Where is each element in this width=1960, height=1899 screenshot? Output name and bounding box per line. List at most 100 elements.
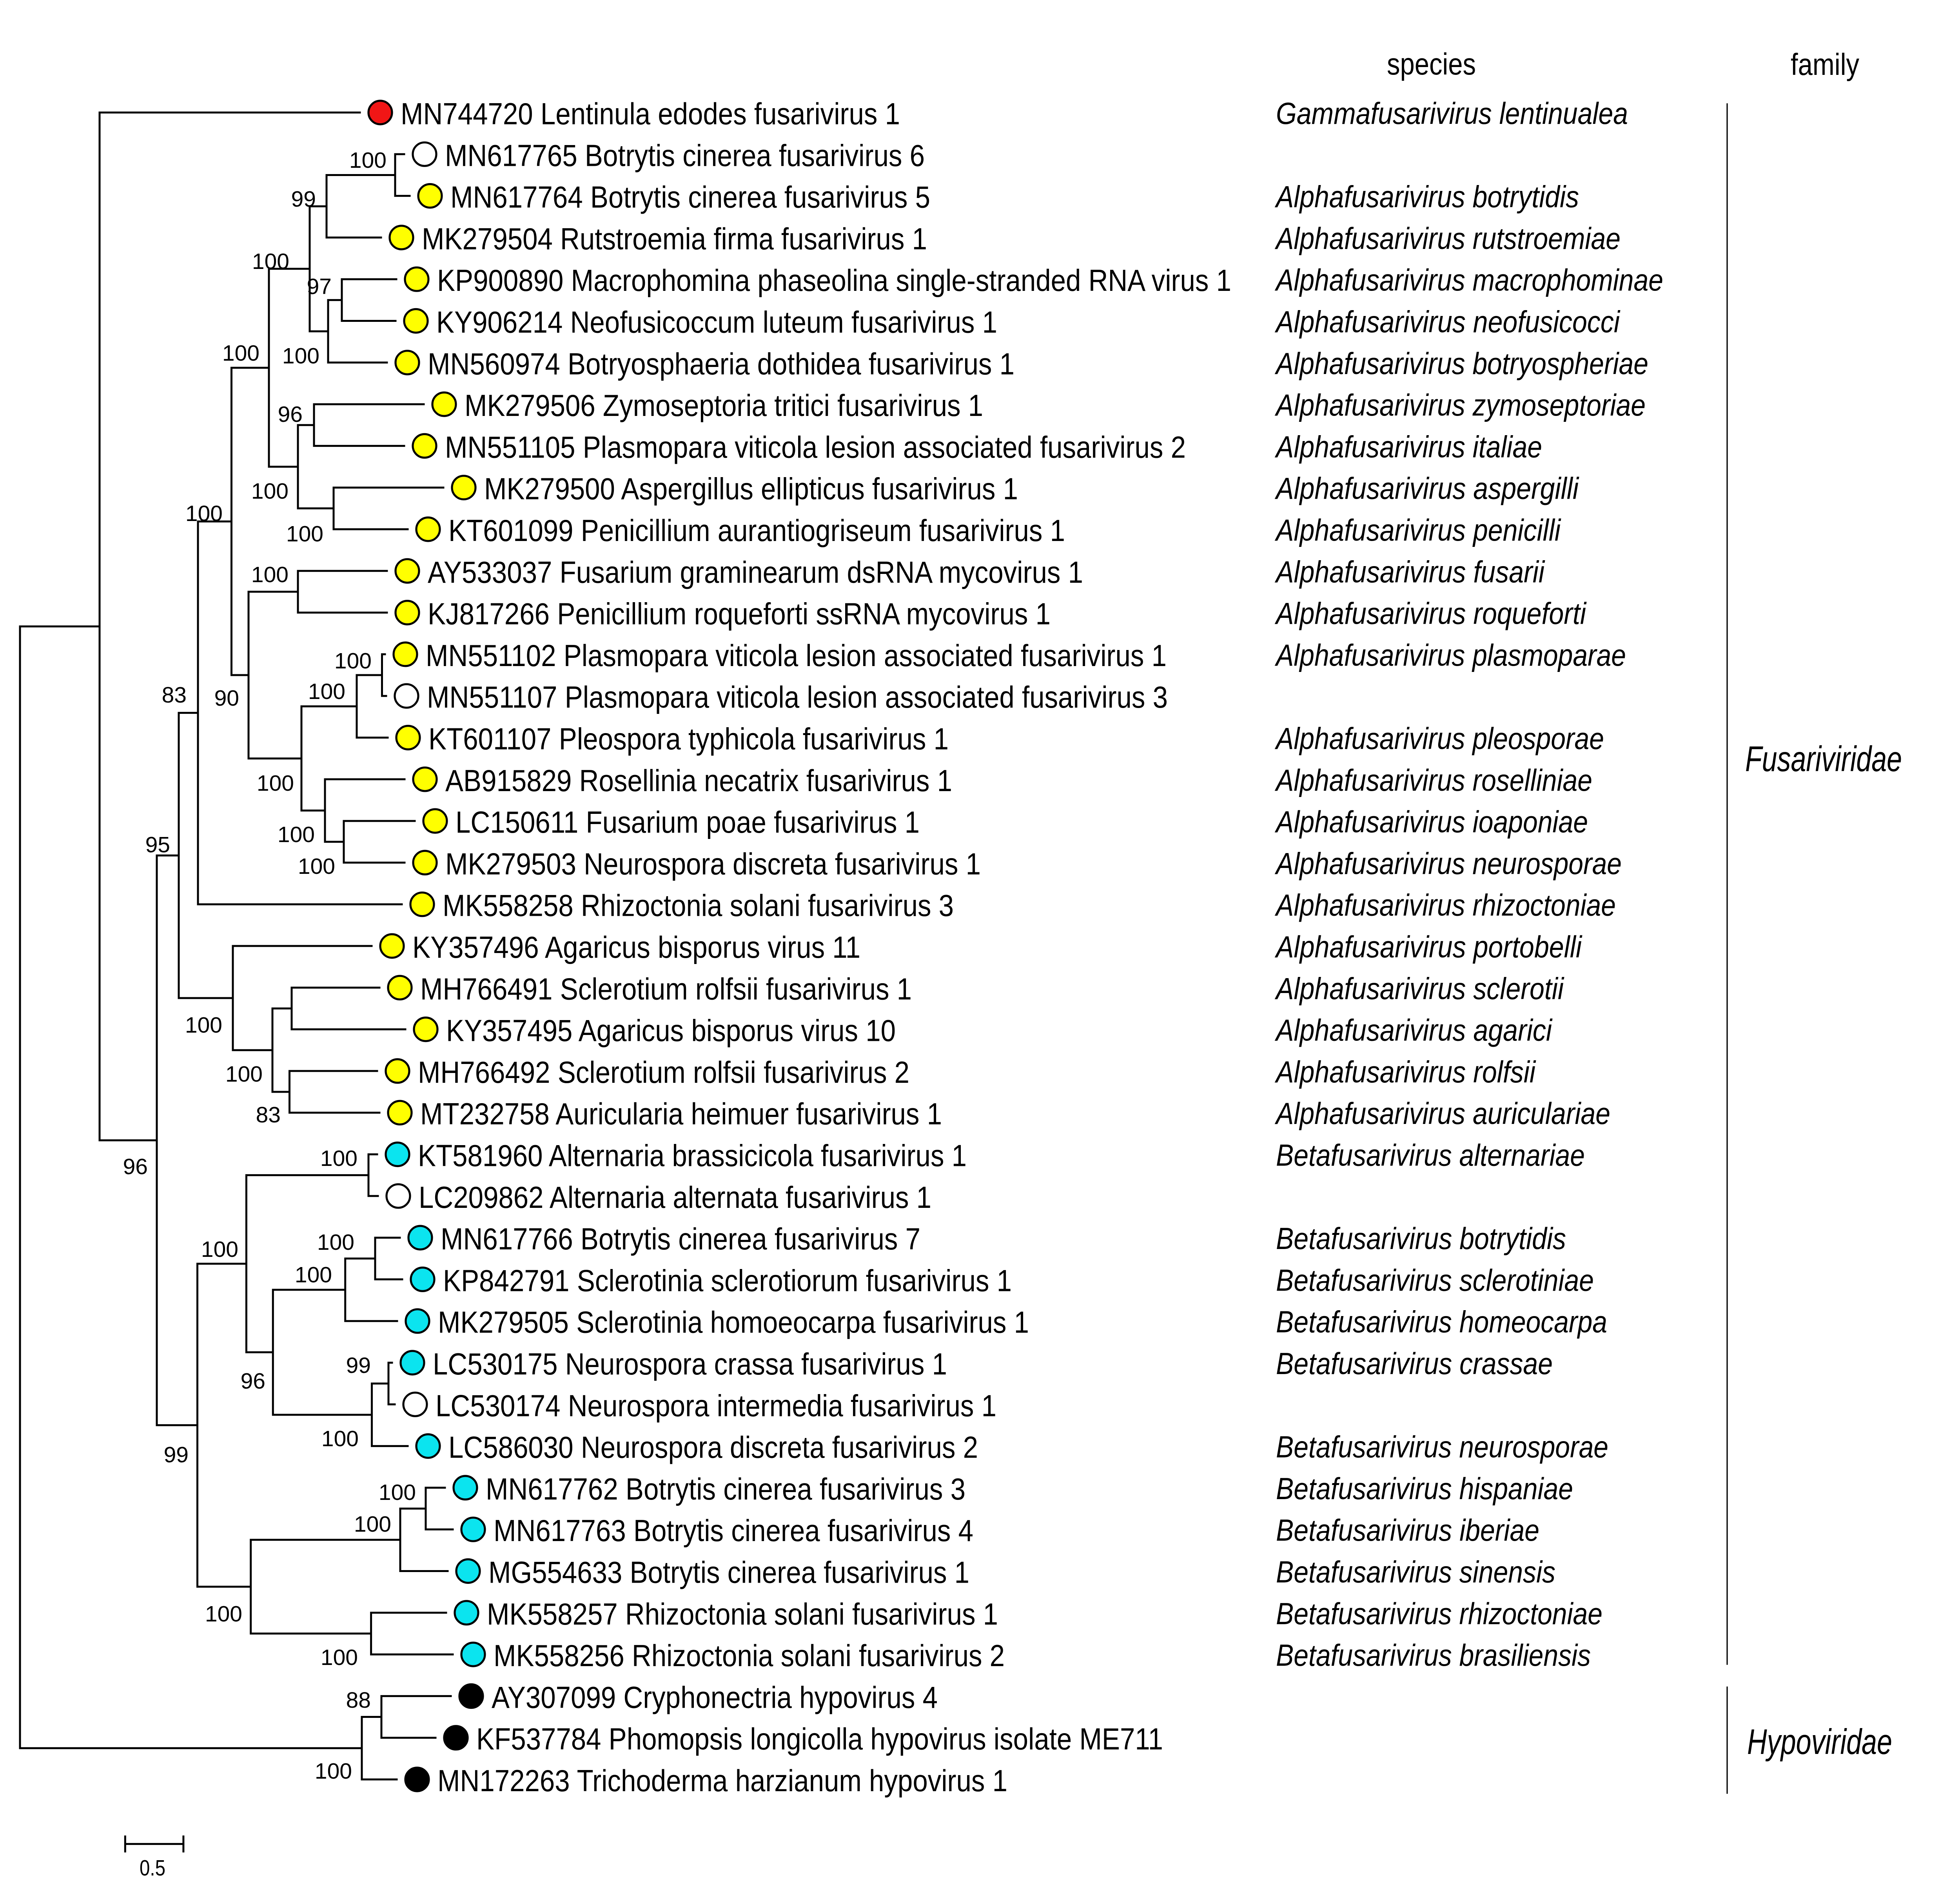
- svg-text:Alphafusarivirus portobelli: Alphafusarivirus portobelli: [1275, 930, 1583, 964]
- svg-text:KT581960 Alternaria brassicico: KT581960 Alternaria brassicicola fusariv…: [418, 1138, 967, 1173]
- svg-text:KP900890 Macrophomina phaseoli: KP900890 Macrophomina phaseolina single-…: [437, 263, 1231, 298]
- svg-text:LC209862 Alternaria alternata: LC209862 Alternaria alternata fusariviru…: [419, 1180, 931, 1215]
- svg-text:100: 100: [295, 1262, 332, 1287]
- svg-text:Betafusarivirus hispaniae: Betafusarivirus hispaniae: [1276, 1471, 1573, 1506]
- svg-text:96: 96: [123, 1154, 148, 1179]
- svg-text:Betafusarivirus alternariae: Betafusarivirus alternariae: [1276, 1138, 1585, 1173]
- svg-text:100: 100: [205, 1601, 242, 1627]
- svg-text:Gammafusarivirus lentinualea: Gammafusarivirus lentinualea: [1276, 96, 1628, 131]
- svg-text:Betafusarivirus homeocarpa: Betafusarivirus homeocarpa: [1276, 1305, 1607, 1339]
- svg-text:MN617766 Botrytis cinerea fusa: MN617766 Botrytis cinerea fusarivirus 7: [441, 1222, 920, 1256]
- svg-text:LC530174 Neurospora intermedia: LC530174 Neurospora intermedia fusarivir…: [436, 1388, 996, 1423]
- svg-text:Alphafusarivirus botrytidis: Alphafusarivirus botrytidis: [1275, 180, 1579, 214]
- svg-text:100: 100: [185, 501, 223, 526]
- svg-text:100: 100: [320, 1146, 358, 1171]
- svg-text:LC150611 Fusarium poae fusariv: LC150611 Fusarium poae fusarivirus 1: [456, 805, 920, 839]
- svg-text:MK279503 Neurospora discreta f: MK279503 Neurospora discreta fusarivirus…: [445, 846, 981, 881]
- svg-text:MN744720 Lentinula edodes fusa: MN744720 Lentinula edodes fusarivirus 1: [401, 96, 900, 131]
- svg-text:100: 100: [298, 854, 335, 879]
- svg-text:100: 100: [349, 148, 387, 173]
- svg-text:97: 97: [307, 274, 332, 299]
- svg-text:0.5: 0.5: [140, 1855, 165, 1881]
- svg-text:MN551105 Plasmopara viticola l: MN551105 Plasmopara viticola lesion asso…: [445, 430, 1186, 464]
- svg-text:MT232758 Auricularia heimuer f: MT232758 Auricularia heimuer fusarivirus…: [420, 1097, 942, 1131]
- svg-text:90: 90: [214, 686, 239, 711]
- svg-text:species: species: [1387, 47, 1476, 81]
- svg-text:83: 83: [256, 1102, 281, 1127]
- svg-text:MN617764 Botrytis cinerea fusa: MN617764 Botrytis cinerea fusarivirus 5: [450, 180, 930, 214]
- svg-text:family: family: [1791, 47, 1859, 82]
- svg-text:100: 100: [354, 1512, 391, 1537]
- svg-text:MN617765 Botrytis cinerea fusa: MN617765 Botrytis cinerea fusarivirus 6: [445, 138, 925, 172]
- svg-text:AY307099 Cryphonectria hypovir: AY307099 Cryphonectria hypovirus 4: [492, 1680, 938, 1714]
- svg-text:Alphafusarivirus plasmoparae: Alphafusarivirus plasmoparae: [1275, 638, 1626, 672]
- svg-text:MN560974 Botryosphaeria dothid: MN560974 Botryosphaeria dothidea fusariv…: [428, 347, 1014, 381]
- svg-text:Alphafusarivirus fusarii: Alphafusarivirus fusarii: [1275, 554, 1546, 589]
- svg-text:Betafusarivirus sclerotiniae: Betafusarivirus sclerotiniae: [1276, 1263, 1594, 1297]
- svg-text:99: 99: [164, 1442, 189, 1467]
- svg-text:Betafusarivirus crassae: Betafusarivirus crassae: [1276, 1346, 1553, 1381]
- svg-text:Alphafusarivirus roselliniae: Alphafusarivirus roselliniae: [1275, 763, 1592, 797]
- svg-text:Hypoviridae: Hypoviridae: [1747, 1722, 1892, 1762]
- svg-text:Betafusarivirus neurosporae: Betafusarivirus neurosporae: [1276, 1430, 1608, 1464]
- svg-text:Betafusarivirus sinensis: Betafusarivirus sinensis: [1276, 1555, 1555, 1589]
- svg-text:100: 100: [185, 1013, 222, 1038]
- svg-text:99: 99: [346, 1353, 371, 1378]
- svg-text:100: 100: [251, 562, 289, 587]
- svg-text:100: 100: [225, 1062, 263, 1087]
- svg-text:KY357496 Agaricus bisporus vir: KY357496 Agaricus bisporus virus 11: [412, 930, 860, 964]
- svg-text:100: 100: [315, 1759, 352, 1784]
- svg-text:99: 99: [291, 187, 316, 212]
- svg-text:MK558257 Rhizoctonia solani fu: MK558257 Rhizoctonia solani fusarivirus …: [487, 1597, 998, 1631]
- svg-text:MK558258 Rhizoctonia solani fu: MK558258 Rhizoctonia solani fusarivirus …: [443, 888, 954, 923]
- svg-text:100: 100: [379, 1480, 416, 1505]
- svg-text:100: 100: [257, 771, 294, 796]
- svg-text:Alphafusarivirus neofusicocci: Alphafusarivirus neofusicocci: [1275, 305, 1621, 339]
- svg-text:100: 100: [334, 648, 372, 674]
- svg-text:100: 100: [321, 1645, 358, 1670]
- svg-text:Betafusarivirus botrytidis: Betafusarivirus botrytidis: [1276, 1221, 1566, 1256]
- svg-text:Alphafusarivirus penicilli: Alphafusarivirus penicilli: [1275, 513, 1562, 547]
- svg-text:100: 100: [252, 249, 289, 274]
- svg-text:100: 100: [201, 1237, 238, 1262]
- svg-text:Alphafusarivirus botryospheria: Alphafusarivirus botryospheriae: [1275, 346, 1648, 381]
- svg-text:KP842791 Sclerotinia sclerotio: KP842791 Sclerotinia sclerotiorum fusari…: [443, 1263, 1012, 1298]
- svg-text:MK279506 Zymoseptoria tritici: MK279506 Zymoseptoria tritici fusariviru…: [465, 388, 983, 423]
- svg-text:KY906214 Neofusicoccum luteum: KY906214 Neofusicoccum luteum fusariviru…: [436, 305, 997, 339]
- svg-text:MK279500 Aspergillus ellipticu: MK279500 Aspergillus ellipticus fusarivi…: [484, 472, 1018, 506]
- svg-text:MN551107 Plasmopara viticola l: MN551107 Plasmopara viticola lesion asso…: [427, 680, 1168, 714]
- svg-text:MG554633 Botrytis cinerea fusa: MG554633 Botrytis cinerea fusarivirus 1: [488, 1555, 969, 1590]
- svg-text:MK279504 Rutstroemia firma fus: MK279504 Rutstroemia firma fusarivirus 1: [422, 221, 927, 256]
- svg-text:MN172263 Trichoderma harzianum: MN172263 Trichoderma harzianum hypovirus…: [437, 1763, 1007, 1798]
- svg-text:Alphafusarivirus aspergilli: Alphafusarivirus aspergilli: [1275, 471, 1580, 506]
- svg-text:MK558256 Rhizoctonia solani fu: MK558256 Rhizoctonia solani fusarivirus …: [494, 1638, 1005, 1673]
- svg-text:100: 100: [286, 521, 323, 546]
- svg-text:100: 100: [308, 679, 345, 704]
- svg-text:Alphafusarivirus auriculariae: Alphafusarivirus auriculariae: [1275, 1096, 1610, 1131]
- svg-text:KY357495 Agaricus bisporus vir: KY357495 Agaricus bisporus virus 10: [446, 1013, 896, 1048]
- svg-text:MK279505 Sclerotinia homoeocar: MK279505 Sclerotinia homoeocarpa fusariv…: [438, 1305, 1029, 1340]
- svg-text:Alphafusarivirus ioaponiae: Alphafusarivirus ioaponiae: [1275, 804, 1588, 839]
- svg-text:Alphafusarivirus agarici: Alphafusarivirus agarici: [1275, 1013, 1553, 1048]
- svg-text:LC530175 Neurospora crassa fus: LC530175 Neurospora crassa fusarivirus 1: [433, 1347, 947, 1381]
- svg-text:MN617763 Botrytis cinerea fusa: MN617763 Botrytis cinerea fusarivirus 4: [494, 1513, 973, 1548]
- svg-text:Betafusarivirus brasiliensis: Betafusarivirus brasiliensis: [1276, 1638, 1591, 1672]
- svg-text:KT601107 Pleospora typhicola f: KT601107 Pleospora typhicola fusarivirus…: [428, 722, 949, 756]
- svg-text:Betafusarivirus rhizoctoniae: Betafusarivirus rhizoctoniae: [1276, 1596, 1602, 1631]
- svg-text:MN617762 Botrytis cinerea fusa: MN617762 Botrytis cinerea fusarivirus 3: [486, 1472, 965, 1506]
- svg-text:100: 100: [278, 822, 315, 847]
- svg-text:AY533037 Fusarium graminearum: AY533037 Fusarium graminearum dsRNA myco…: [428, 555, 1083, 589]
- svg-text:Alphafusarivirus macrophominae: Alphafusarivirus macrophominae: [1275, 263, 1663, 297]
- svg-text:96: 96: [278, 402, 303, 427]
- svg-text:MH766492 Sclerotium rolfsii fu: MH766492 Sclerotium rolfsii fusarivirus …: [418, 1055, 909, 1089]
- svg-text:Fusariviridae: Fusariviridae: [1745, 739, 1902, 779]
- svg-text:Alphafusarivirus rolfsii: Alphafusarivirus rolfsii: [1275, 1055, 1537, 1089]
- svg-text:Alphafusarivirus pleosporae: Alphafusarivirus pleosporae: [1275, 721, 1604, 756]
- svg-text:83: 83: [162, 683, 187, 708]
- svg-text:KJ817266 Penicillium roquefort: KJ817266 Penicillium roqueforti ssRNA my…: [428, 597, 1051, 631]
- svg-text:Alphafusarivirus roqueforti: Alphafusarivirus roqueforti: [1275, 596, 1587, 631]
- svg-text:MH766491 Sclerotium rolfsii fu: MH766491 Sclerotium rolfsii fusarivirus …: [420, 971, 912, 1006]
- svg-text:100: 100: [317, 1230, 354, 1255]
- svg-text:Betafusarivirus iberiae: Betafusarivirus iberiae: [1276, 1513, 1539, 1547]
- svg-text:Alphafusarivirus rhizoctoniae: Alphafusarivirus rhizoctoniae: [1275, 888, 1616, 922]
